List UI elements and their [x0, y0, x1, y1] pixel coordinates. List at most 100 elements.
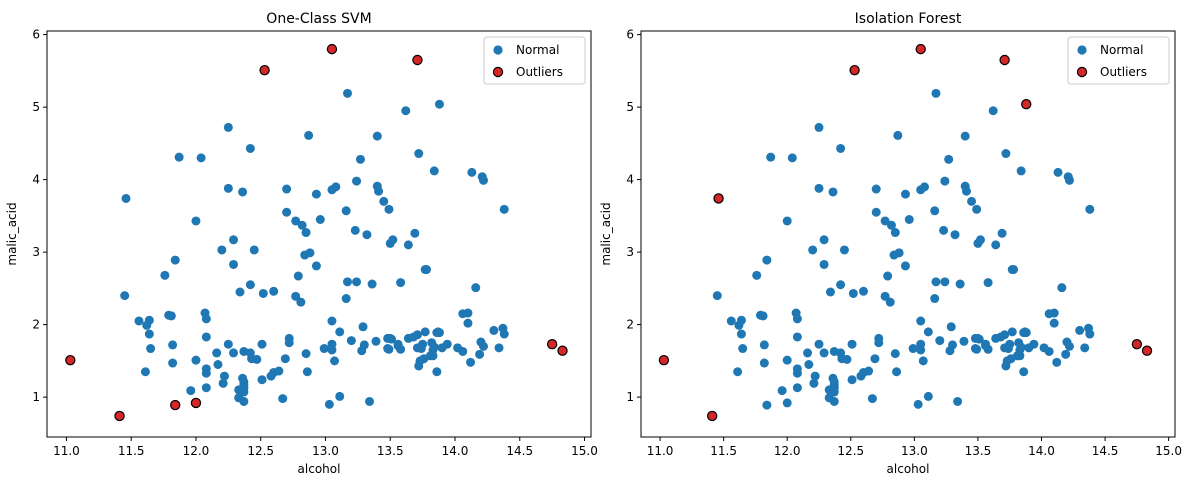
normal-point — [1080, 343, 1090, 353]
normal-point — [842, 354, 852, 364]
normal-point — [950, 230, 960, 240]
outlier-point — [707, 410, 718, 422]
outlier-point — [557, 345, 568, 356]
normal-point — [792, 364, 802, 374]
x-tick-label: 14.5 — [506, 444, 533, 458]
normal-point — [930, 294, 940, 304]
normal-point — [1057, 283, 1067, 293]
normal-point — [923, 391, 933, 401]
x-tick-label: 11.5 — [118, 444, 145, 458]
legend-label: Normal — [1100, 43, 1143, 57]
normal-point — [870, 354, 880, 364]
normal-point — [201, 383, 211, 393]
outlier-point — [412, 54, 423, 66]
normal-point — [787, 153, 797, 163]
normal-point — [1052, 357, 1062, 367]
normal-point — [960, 131, 970, 141]
normal-point — [828, 187, 838, 197]
normal-point — [489, 325, 499, 335]
x-tick-label: 13.5 — [377, 444, 404, 458]
normal-point — [350, 225, 360, 235]
normal-point — [1007, 327, 1017, 337]
outlier-point — [999, 54, 1010, 66]
normal-point — [414, 149, 424, 159]
normal-point — [836, 280, 846, 290]
normal-point — [302, 367, 312, 377]
normal-point — [923, 327, 933, 337]
normal-point — [358, 322, 368, 332]
normal-point — [1016, 166, 1026, 176]
y-tick-label: 1 — [32, 390, 40, 404]
normal-point — [174, 152, 184, 162]
normal-point — [239, 377, 249, 387]
normal-point — [900, 189, 910, 199]
legend-marker-normal — [1077, 45, 1087, 55]
normal-point — [847, 339, 857, 349]
normal-point — [1019, 367, 1029, 377]
normal-point — [825, 287, 835, 297]
normal-point — [282, 184, 292, 194]
normal-point — [848, 288, 858, 298]
normal-point — [301, 349, 311, 359]
y-tick-label: 5 — [626, 100, 634, 114]
normal-point — [883, 271, 893, 281]
normal-point — [804, 360, 814, 369]
normal-point — [782, 216, 792, 226]
x-tick-label: 12.0 — [183, 444, 210, 458]
normal-point — [341, 294, 351, 304]
normal-point — [819, 259, 829, 269]
normal-point — [1000, 343, 1010, 353]
normal-point — [335, 327, 345, 337]
normal-point — [752, 270, 762, 280]
normal-point — [931, 88, 941, 98]
normal-point — [885, 297, 895, 307]
normal-point — [384, 344, 394, 354]
normal-point — [463, 318, 473, 328]
normal-point — [412, 343, 422, 353]
normal-point — [814, 183, 824, 193]
normal-point — [814, 122, 824, 132]
normal-point — [331, 182, 341, 192]
normal-point — [712, 291, 722, 301]
legend-marker-outliers — [1076, 66, 1088, 78]
normal-point — [160, 270, 170, 280]
normal-point — [346, 336, 356, 346]
normal-point — [880, 291, 890, 301]
x-axis-label: alcohol — [298, 462, 341, 476]
outlier-point — [190, 397, 202, 409]
x-tick-label: 13.0 — [312, 444, 339, 458]
normal-point — [1053, 167, 1063, 177]
normal-point — [301, 228, 311, 238]
normal-point — [223, 122, 233, 132]
normal-point — [762, 255, 772, 265]
chart-panel-1: One-Class SVM 11.0 11.5 12.0 12.5 13.0 13.5 14.… — [5, 11, 598, 476]
normal-point — [808, 245, 818, 255]
normal-point — [782, 398, 792, 408]
normal-point — [988, 106, 998, 116]
normal-point — [974, 334, 984, 344]
normal-point — [458, 346, 468, 356]
normal-point — [900, 261, 910, 271]
normal-point — [186, 386, 196, 396]
normal-point — [920, 182, 930, 192]
normal-point — [434, 99, 444, 109]
normal-point — [384, 204, 394, 214]
outlier-point — [259, 64, 270, 76]
normal-point — [847, 375, 857, 385]
x-tick-label: 14.5 — [1092, 444, 1119, 458]
normal-point — [327, 316, 337, 326]
normal-point — [311, 261, 321, 271]
normal-point — [814, 339, 824, 349]
normal-point — [291, 291, 301, 301]
normal-point — [733, 367, 743, 377]
normal-point — [874, 338, 884, 348]
normal-point — [191, 355, 201, 365]
normal-point — [972, 204, 982, 214]
outlier-point — [326, 43, 338, 55]
normal-point — [1021, 328, 1031, 338]
legend-label: Outliers — [1100, 65, 1147, 79]
normal-point — [759, 340, 769, 350]
normal-point — [238, 187, 248, 197]
normal-point — [304, 130, 314, 140]
normal-point — [278, 394, 288, 404]
